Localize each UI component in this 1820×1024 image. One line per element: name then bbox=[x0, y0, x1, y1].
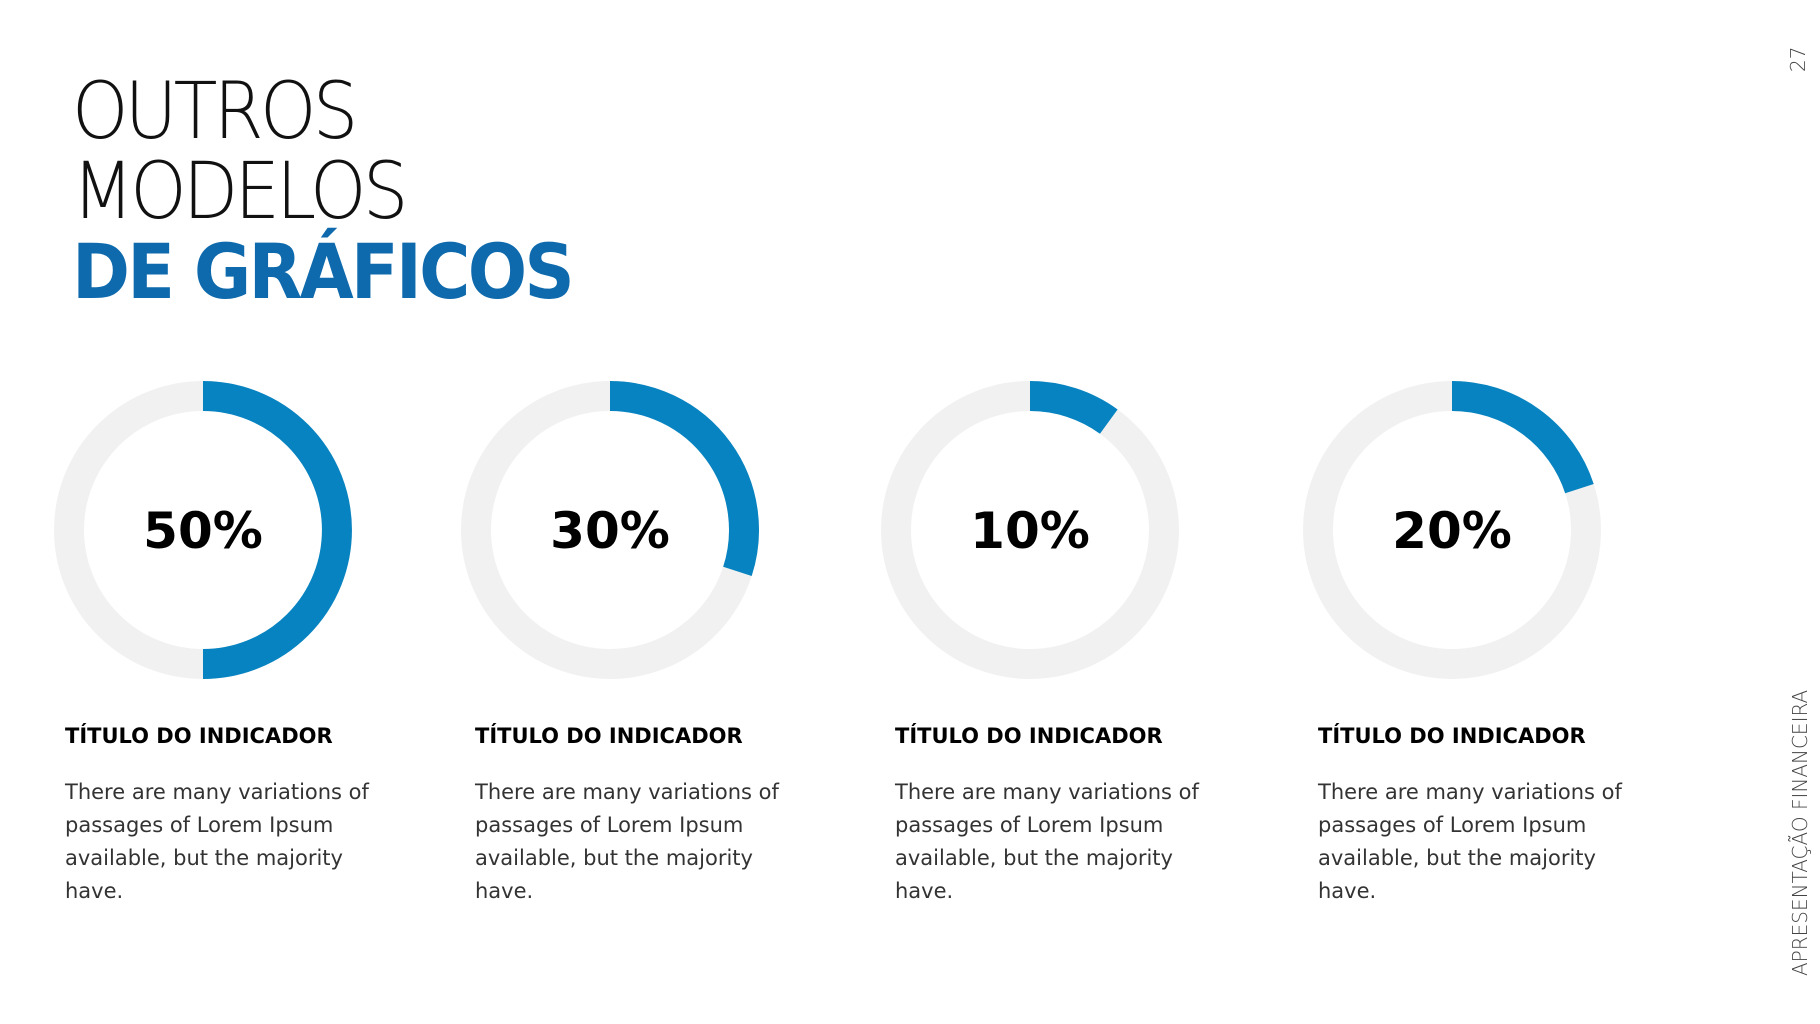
title-line-1: OUTROS bbox=[72, 67, 358, 157]
indicator-title: TÍTULO DO INDICADOR bbox=[895, 724, 1163, 748]
donut-chart: 50% bbox=[54, 381, 352, 679]
donut-value-label: 10% bbox=[970, 502, 1090, 560]
page-number: 27 bbox=[1786, 46, 1810, 72]
indicator-description: There are many variations of passages of… bbox=[1318, 780, 1622, 903]
donut-value-arc bbox=[1451, 381, 1594, 494]
donut-value-arc bbox=[1029, 381, 1118, 434]
donut-chart: 20% bbox=[1303, 381, 1601, 679]
indicator-title: TÍTULO DO INDICADOR bbox=[65, 724, 333, 748]
title-line-3: DE GRÁFICOS bbox=[72, 227, 575, 316]
donut-value-label: 20% bbox=[1392, 502, 1512, 560]
donut-value-arc bbox=[202, 381, 352, 679]
indicator-column: TÍTULO DO INDICADOR There are many varia… bbox=[475, 724, 805, 908]
page-title: OUTROS MODELOS DE GRÁFICOS bbox=[72, 72, 616, 312]
indicator-description: There are many variations of passages of… bbox=[65, 780, 369, 903]
indicator-description: There are many variations of passages of… bbox=[475, 780, 779, 903]
donut-value-label: 50% bbox=[143, 502, 263, 560]
indicator-title: TÍTULO DO INDICADOR bbox=[475, 724, 743, 748]
donut-value-arc bbox=[609, 381, 759, 577]
donut-value-label: 30% bbox=[550, 502, 670, 560]
indicator-column: TÍTULO DO INDICADOR There are many varia… bbox=[65, 724, 395, 908]
donut-chart: 10% bbox=[881, 381, 1179, 679]
indicator-column: TÍTULO DO INDICADOR There are many varia… bbox=[1318, 724, 1648, 908]
indicator-column: TÍTULO DO INDICADOR There are many varia… bbox=[895, 724, 1225, 908]
indicator-title: TÍTULO DO INDICADOR bbox=[1318, 724, 1586, 748]
side-label: APRESENTAÇÃO FINANCEIRA bbox=[1788, 689, 1812, 976]
donut-chart: 30% bbox=[461, 381, 759, 679]
title-line-2: MODELOS bbox=[72, 147, 408, 237]
indicator-description: There are many variations of passages of… bbox=[895, 780, 1199, 903]
